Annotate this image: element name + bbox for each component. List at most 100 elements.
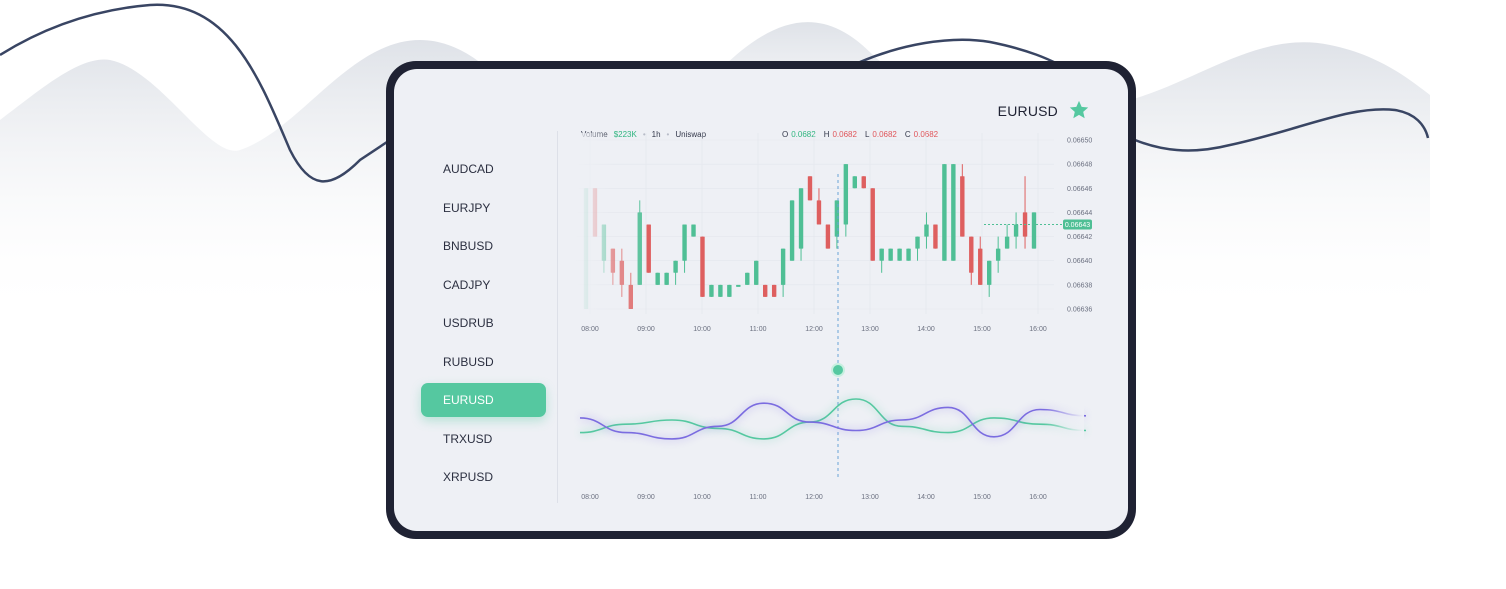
price-tick: 0.06638 [1067, 282, 1092, 289]
current-price-tag [1063, 219, 1092, 230]
candle [691, 224, 696, 237]
candle [861, 176, 866, 189]
candle-body [1031, 212, 1037, 249]
pair-item-audcad[interactable]: AUDCAD [443, 162, 494, 176]
candle-body [673, 260, 678, 273]
candle [763, 284, 768, 297]
current-price-label: 0.06643 [1065, 222, 1090, 229]
candle-body [924, 224, 929, 237]
candle-body [1004, 236, 1010, 249]
candle [888, 248, 893, 261]
separator-dot: • [666, 130, 670, 139]
candle-body [861, 176, 866, 189]
candle [700, 236, 705, 297]
candle [709, 284, 714, 297]
candle-body [843, 164, 849, 225]
candle-body [709, 284, 714, 297]
fade-right [1044, 399, 1084, 449]
candle [780, 248, 786, 297]
candle [619, 248, 625, 297]
time-tick: 09:00 [637, 326, 655, 333]
candle [1004, 224, 1010, 249]
candle [727, 284, 732, 297]
chart-grid [574, 133, 1054, 314]
candle [906, 248, 911, 261]
price-tick: 0.06644 [1067, 210, 1092, 217]
low-value: 0.0682 [872, 130, 897, 139]
candle-body [754, 260, 759, 285]
separator-dot: • [642, 130, 646, 139]
price-tick: 0.06640 [1067, 258, 1092, 265]
interval-label[interactable]: 1h [651, 130, 661, 139]
candle [646, 224, 651, 273]
candle [843, 164, 849, 237]
osc-time-tick: 10:00 [693, 494, 711, 501]
candle [628, 272, 633, 309]
candle-body [637, 212, 642, 285]
candle-body [870, 188, 875, 261]
star-icon[interactable] [1068, 99, 1090, 121]
osc-time-tick: 12:00 [805, 494, 823, 501]
candle-body [915, 236, 920, 249]
candle [879, 248, 884, 273]
candle-body [995, 248, 1001, 261]
device-screen: EURUSD AUDCAD EURJPY BNBUSD CADJPY USDRU… [394, 69, 1128, 531]
candle [1022, 176, 1028, 249]
time-tick: 12:00 [805, 326, 823, 333]
candle [745, 272, 750, 285]
price-tick: 0.06646 [1067, 186, 1092, 193]
time-tick: 11:00 [750, 326, 767, 333]
pair-item-cadjpy[interactable]: CADJPY [443, 277, 491, 292]
candle-body [771, 284, 777, 297]
candle-body [745, 272, 750, 285]
candle [637, 200, 642, 285]
price-tick: 0.06642 [1067, 234, 1092, 241]
pair-item-eurjpy[interactable]: EURJPY [443, 200, 491, 215]
pair-list: AUDCAD EURJPY BNBUSD CADJPY USDRUB RUBUS… [421, 155, 546, 502]
candle [789, 200, 795, 261]
pair-item-trxusd[interactable]: TRXUSD [443, 431, 493, 446]
candle [897, 248, 902, 261]
pair-item-eurusd[interactable]: EURUSD [421, 383, 546, 417]
wave-line-left [0, 3, 391, 183]
open-label: O [782, 130, 789, 139]
osc-time-tick: 09:00 [637, 494, 655, 501]
candle-body [780, 248, 786, 285]
low-label: L [864, 130, 870, 139]
candle-body [906, 248, 911, 261]
candle-body [888, 248, 893, 261]
candle-body [825, 224, 831, 249]
osc-time-tick: 11:00 [750, 494, 767, 501]
candle-body [816, 200, 822, 225]
candle-body [978, 248, 983, 285]
osc-time-tick: 16:00 [1029, 494, 1047, 501]
candle [852, 176, 857, 189]
exchange-label[interactable]: Uniswap [675, 130, 707, 139]
osc-time-tick: 14:00 [917, 494, 935, 501]
candle [1013, 212, 1019, 249]
time-tick: 16:00 [1029, 326, 1047, 333]
candle-body [852, 176, 857, 189]
pair-item-usdrub[interactable]: USDRUB [443, 316, 494, 330]
mountain-right [1130, 42, 1430, 321]
pair-item-xrpusd[interactable]: XRPUSD [443, 470, 494, 484]
device-frame: EURUSD AUDCAD EURJPY BNBUSD CADJPY USDRU… [386, 61, 1136, 539]
axis-labels: 0.06650 0.06648 0.06646 0.06644 0.06642 0.066… [581, 138, 1092, 502]
candle [915, 236, 920, 261]
price-tick: 0.06648 [1067, 162, 1092, 169]
oscillator-lines [579, 363, 1087, 442]
pair-item-rubusd[interactable]: RUBUSD [443, 354, 494, 369]
candle-body [789, 200, 795, 261]
candle-body [619, 260, 625, 285]
candle [960, 164, 965, 237]
chart-area[interactable]: 0.06650 0.06648 0.06646 0.06644 0.06642 0.066… [394, 69, 1128, 531]
candle-body [798, 188, 804, 249]
candle-body [897, 248, 902, 261]
candle [870, 188, 875, 261]
candle-body [933, 224, 938, 249]
time-tick: 10:00 [693, 326, 711, 333]
fade-left [574, 133, 614, 319]
candle-body [879, 248, 884, 261]
candle [951, 164, 956, 261]
pair-item-bnbusd[interactable]: BNBUSD [443, 239, 494, 253]
